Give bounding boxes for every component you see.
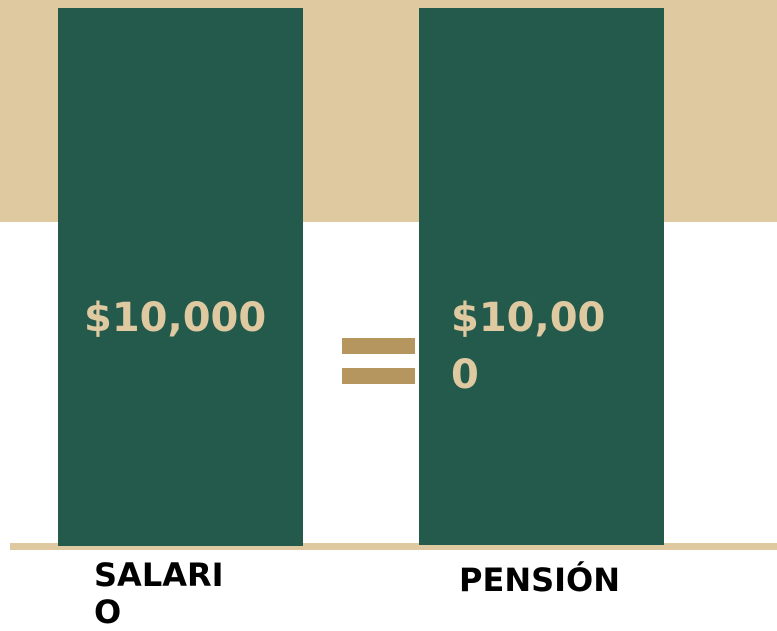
salary-label: SALARIO [94,556,224,631]
pension-label: PENSIÓN [459,561,621,599]
salary-box [58,8,303,546]
base-line [10,543,777,550]
pension-box [419,8,664,545]
pension-amount: $10,000 [451,295,606,398]
equals-bar [342,338,415,354]
salary-amount: $10,000 [84,295,267,341]
equals-bar [342,368,415,384]
